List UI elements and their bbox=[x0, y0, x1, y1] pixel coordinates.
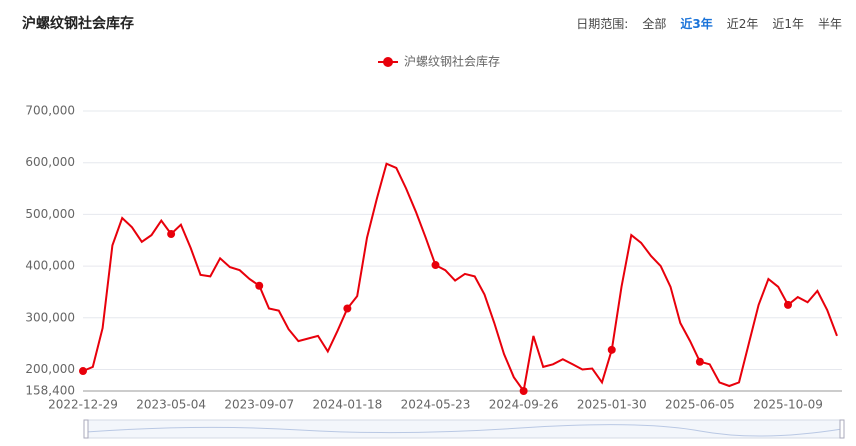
y-tick-label: 500,000 bbox=[25, 207, 75, 221]
legend-label: 沪螺纹钢社会库存 bbox=[404, 54, 500, 69]
y-tick-label: 200,000 bbox=[25, 362, 75, 376]
range-option[interactable]: 近2年 bbox=[726, 17, 759, 31]
range-option[interactable]: 近3年 bbox=[680, 17, 713, 31]
point bbox=[255, 281, 264, 290]
zoom-handle[interactable] bbox=[83, 419, 89, 439]
point bbox=[343, 304, 352, 313]
range-option[interactable]: 近1年 bbox=[772, 17, 804, 31]
point bbox=[607, 345, 616, 354]
point bbox=[519, 387, 528, 395]
legend-swatch bbox=[383, 57, 393, 67]
range-option[interactable]: 全部 bbox=[642, 17, 667, 31]
y-tick-label: 600,000 bbox=[25, 155, 75, 169]
y-tick-label: 300,000 bbox=[25, 310, 75, 324]
point bbox=[695, 357, 704, 366]
point bbox=[431, 261, 440, 270]
x-tick-label: 2025-06-05 bbox=[665, 398, 735, 412]
zoom-handle[interactable] bbox=[839, 419, 845, 439]
x-tick-label: 2022-12-29 bbox=[48, 398, 118, 412]
chart-title: 沪螺纹钢社会库存 bbox=[22, 16, 134, 32]
x-tick-label: 2023-09-07 bbox=[224, 398, 294, 412]
series-line bbox=[82, 162, 838, 394]
x-tick-label: 2024-09-26 bbox=[489, 398, 559, 412]
point bbox=[79, 367, 87, 376]
x-tick-label: 2024-01-18 bbox=[313, 398, 383, 412]
range-selector: 日期范围: 全部 近3年 近2年 近1年 半年 bbox=[576, 15, 842, 32]
zoom-preview bbox=[85, 424, 843, 437]
x-tick-label: 2024-05-23 bbox=[401, 398, 471, 412]
header: 沪螺纹钢社会库存 日期范围: 全部 近3年 近2年 近1年 半年 bbox=[0, 0, 856, 44]
x-tick-label: 2023-05-04 bbox=[136, 398, 206, 412]
zoom-slider[interactable] bbox=[85, 419, 843, 439]
point bbox=[167, 230, 176, 239]
y-tick-label: 700,000 bbox=[25, 104, 75, 118]
x-tick-label: 2025-01-30 bbox=[577, 398, 647, 412]
range-label: 日期范围: bbox=[576, 17, 629, 31]
x-tick-label: 2025-10-09 bbox=[753, 398, 823, 412]
range-option[interactable]: 半年 bbox=[817, 17, 842, 31]
y-tick-label: 400,000 bbox=[25, 259, 75, 273]
y-tick-label: 158,400 bbox=[25, 384, 75, 398]
point bbox=[784, 300, 792, 309]
